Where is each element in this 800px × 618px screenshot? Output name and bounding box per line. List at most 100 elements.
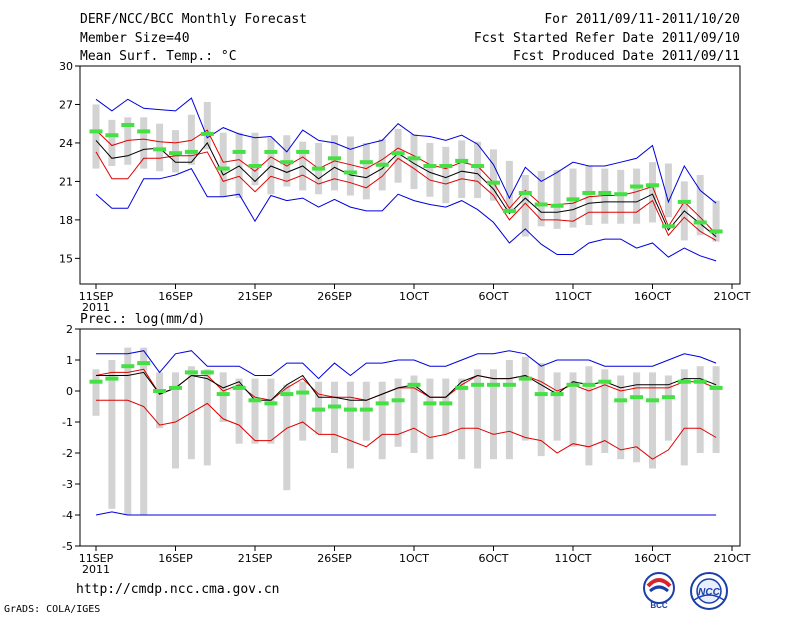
panel2-ytick-label: 0: [66, 385, 73, 398]
panel1-xtick-label: 26SEP: [317, 290, 352, 303]
panel1-mean-mark: [200, 131, 214, 136]
panel1-mean-mark: [121, 122, 135, 127]
panel2-outer-low-line: [95, 511, 717, 516]
forecast-start-date: Fcst Started Refer Date 2011/09/10: [473, 31, 740, 46]
panel1-mean-mark: [677, 199, 691, 204]
panel2-year-label: 2011: [82, 563, 110, 576]
panel2-ytick-label: -2: [62, 447, 73, 460]
ncc-logo-text: NCC: [698, 587, 720, 598]
panel2-box: [633, 372, 641, 463]
panel2-mean-mark: [343, 407, 357, 412]
panel1-mean-mark: [232, 149, 246, 154]
member-size: Member Size=40: [80, 31, 190, 46]
panel1-box: [203, 101, 211, 150]
panel1-xtick-label: 16SEP: [158, 290, 193, 303]
panel1-mean-mark: [487, 180, 500, 185]
panel2-mean-mark: [153, 389, 167, 393]
panel2-mean-mark: [661, 395, 675, 400]
panel2-mean-mark: [502, 382, 516, 387]
panel2-mean-mark: [471, 382, 485, 387]
panel1-box: [251, 132, 259, 186]
panel2-mean-mark: [423, 401, 437, 406]
grads-credit: GrADS: COLA/IGES: [4, 604, 101, 615]
panel1-mean-mark: [375, 162, 389, 167]
panel1-year-label: 2011: [82, 301, 110, 314]
panel2-mean-mark: [359, 407, 373, 412]
panel2-mean-mark: [200, 370, 214, 375]
panel2-box: [203, 369, 211, 466]
panel2-box: [124, 347, 132, 515]
panel1-box: [362, 142, 370, 200]
panel1-box: [537, 171, 545, 227]
panel1-box: [108, 119, 116, 167]
panel2-ytick-label: -3: [62, 478, 73, 491]
panel2-mean-mark: [407, 382, 421, 387]
panel1-mean-mark: [105, 133, 119, 138]
panel1-ytick-label: 15: [59, 252, 73, 265]
panel2-mean-mark: [709, 385, 723, 390]
panel2-mean-mark: [89, 379, 103, 384]
panel2-inner-high-line: [95, 368, 717, 401]
panel1-box: [331, 135, 338, 191]
panel2-box: [537, 363, 545, 457]
panel1-box: [235, 132, 243, 199]
panel2-title: Prec.: log(mm/d): [80, 312, 205, 327]
panel1-xtick-label: 11OCT: [554, 290, 591, 303]
panel1-xtick-label: 11SEP: [79, 290, 114, 303]
panel2-box: [569, 372, 577, 447]
panel1-mean-mark: [693, 220, 707, 225]
panel2-mean-mark: [216, 392, 230, 397]
panel1-box: [394, 128, 402, 183]
panel1-mean-mark: [343, 170, 357, 175]
panel2-mean-mark: [518, 376, 532, 381]
panel1-inner-low-line: [95, 151, 717, 241]
panel1-mean-mark: [312, 166, 326, 171]
panel1-box: [92, 104, 100, 169]
panel2-box: [553, 372, 561, 441]
panel1-xtick-label: 1OCT: [399, 290, 429, 303]
panel1-box: [585, 166, 593, 226]
panel2-mean-mark: [121, 364, 135, 369]
panel2-ytick-label: 2: [66, 323, 73, 336]
panel1-ytick-label: 27: [59, 98, 73, 111]
panel1-mean-mark: [614, 192, 628, 197]
panel2-mean-mark: [328, 404, 341, 409]
panel2-xtick-label: 21SEP: [238, 552, 273, 565]
panel2-ytick-label: 1: [66, 354, 73, 367]
panel1-box: [140, 117, 148, 169]
panel1-box: [442, 146, 450, 204]
panel2-mean-mark: [487, 382, 500, 387]
bcc-logo: BCC: [643, 572, 675, 610]
panel1-mean-mark: [502, 208, 516, 213]
panel2-mean-mark: [630, 395, 644, 400]
panel2-mean-mark: [296, 390, 310, 395]
panel1-median-line: [95, 140, 717, 237]
panel1-mean-mark: [630, 184, 644, 189]
panel2-box: [649, 372, 656, 469]
panel2-box: [346, 381, 354, 469]
panel1-mean-mark: [582, 190, 596, 195]
panel2-box: [474, 369, 482, 469]
panel2-ytick-label: -1: [62, 416, 73, 429]
source-url[interactable]: http://cmdp.ncc.cma.gov.cn: [76, 582, 280, 597]
panel2-mean-mark: [534, 392, 548, 397]
panel2-box: [394, 378, 402, 447]
panel2-box: [108, 360, 116, 509]
panel2-xtick-label: 1OCT: [399, 552, 429, 565]
panel1-mean-mark: [264, 149, 278, 154]
panel2-frame: [79, 328, 741, 547]
panel1-mean-mark: [661, 224, 675, 229]
panel1-mean-mark: [328, 156, 341, 161]
panel1-box: [649, 162, 656, 223]
panel2-mean-mark: [693, 379, 707, 384]
panel1-outer-high-line: [95, 97, 717, 204]
panel2-mean-mark: [105, 376, 119, 381]
panel1-box: [664, 163, 672, 218]
panel1-box: [521, 175, 529, 237]
panel2-mean-mark: [455, 385, 469, 390]
panel1-xtick-label: 16OCT: [634, 290, 671, 303]
panel2-box: [172, 372, 179, 469]
panel2-mean-mark: [439, 401, 453, 406]
panel2-box: [521, 356, 529, 441]
